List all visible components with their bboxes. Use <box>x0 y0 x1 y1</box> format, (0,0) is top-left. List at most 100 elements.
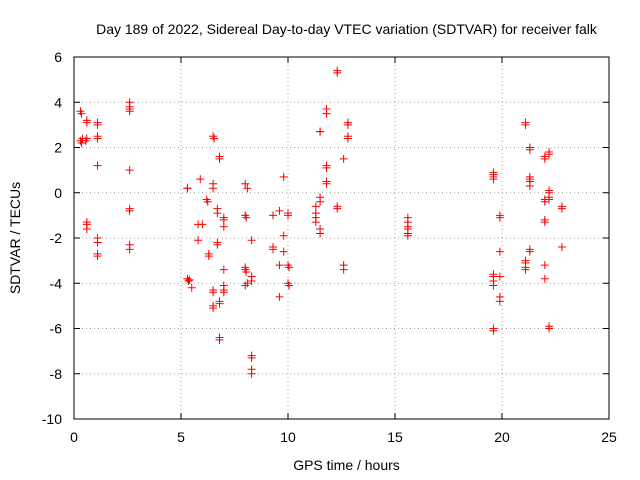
data-point <box>545 150 554 159</box>
y-tick-label: 2 <box>54 140 62 156</box>
x-tick-label: 20 <box>494 429 510 445</box>
y-tick-label: -4 <box>50 275 63 291</box>
data-point <box>311 218 320 227</box>
grid <box>74 57 609 419</box>
data-point <box>339 265 348 274</box>
data-point <box>215 154 224 163</box>
y-tick-label: -10 <box>42 411 62 427</box>
data-point <box>247 353 256 362</box>
data-point <box>242 213 251 222</box>
data-point <box>247 276 256 285</box>
data-point <box>489 281 498 290</box>
data-point <box>316 127 325 136</box>
data-point <box>194 236 203 245</box>
y-tick-label: 0 <box>54 185 62 201</box>
data-point <box>82 118 91 127</box>
data-point <box>495 297 504 306</box>
y-tick-label: -6 <box>50 321 63 337</box>
data-point <box>215 299 224 308</box>
x-tick-label: 10 <box>280 429 296 445</box>
x-tick-label: 15 <box>387 429 403 445</box>
data-point <box>210 134 219 143</box>
data-point <box>125 166 134 175</box>
data-point <box>219 265 228 274</box>
data-point <box>125 245 134 254</box>
data-point <box>81 136 90 145</box>
data-point <box>247 236 256 245</box>
data-point <box>219 222 228 231</box>
data-point <box>183 274 192 283</box>
data-point <box>275 206 284 215</box>
data-point <box>242 267 251 276</box>
data-point <box>219 215 228 224</box>
data-point <box>322 163 331 172</box>
data-point <box>489 326 498 335</box>
data-point <box>269 245 278 254</box>
axis-ticks: 0 5 10 15 20 25 -10 -8 -6 -4 -2 0 2 4 6 <box>42 49 617 445</box>
data-point <box>202 195 211 204</box>
data-point <box>215 335 224 344</box>
data-point <box>316 229 325 238</box>
data-point <box>525 145 534 154</box>
data-point <box>93 120 102 129</box>
data-point <box>285 263 294 272</box>
data-point <box>284 261 292 270</box>
data-point <box>209 184 218 193</box>
data-point <box>322 109 331 118</box>
y-tick-label: 4 <box>54 94 62 110</box>
data-point <box>76 107 85 116</box>
plot-border <box>73 56 610 420</box>
data-point <box>540 154 549 163</box>
data-point <box>209 132 218 141</box>
data-point <box>196 175 205 184</box>
data-point <box>333 68 342 77</box>
data-point <box>209 304 218 313</box>
data-point <box>184 276 193 285</box>
y-tick-label: 6 <box>54 49 62 65</box>
x-axis-label: GPS time / hours <box>293 457 400 473</box>
data-point <box>495 272 504 281</box>
x-tick-label: 5 <box>177 429 185 445</box>
data-point <box>82 134 91 143</box>
data-point <box>243 184 252 193</box>
chart-title: Day 189 of 2022, Sidereal Day-to-day VTE… <box>96 21 598 37</box>
data-point <box>545 195 554 204</box>
data-point <box>198 220 207 229</box>
data-point <box>203 197 212 206</box>
data-point <box>521 265 530 274</box>
data-point <box>204 252 213 261</box>
data-point <box>285 281 294 290</box>
data-point <box>243 279 252 288</box>
data-point <box>275 261 284 270</box>
data-point <box>275 292 284 301</box>
data-point <box>269 211 278 220</box>
data-point <box>279 231 288 240</box>
data-point <box>540 197 549 206</box>
data-point <box>557 243 566 252</box>
data-point <box>279 247 288 256</box>
data-point <box>77 138 86 147</box>
data-point <box>540 274 549 283</box>
data-point <box>219 288 228 297</box>
data-point <box>322 179 331 188</box>
data-point <box>93 252 102 261</box>
data-point <box>82 224 91 233</box>
data-point <box>93 134 102 143</box>
data-point <box>279 172 288 181</box>
data-point <box>343 134 352 143</box>
data-point <box>241 265 250 274</box>
data-point <box>489 175 498 184</box>
data-point <box>495 247 504 256</box>
data-point <box>187 283 196 292</box>
data-point <box>183 184 192 193</box>
data-point <box>77 109 86 118</box>
data-point <box>93 238 102 247</box>
data-point <box>125 206 134 215</box>
data-point <box>403 231 412 240</box>
data-point <box>241 211 250 220</box>
data-point <box>213 240 222 249</box>
data-point <box>125 107 134 116</box>
data-point <box>540 261 549 270</box>
data-point <box>525 247 534 256</box>
